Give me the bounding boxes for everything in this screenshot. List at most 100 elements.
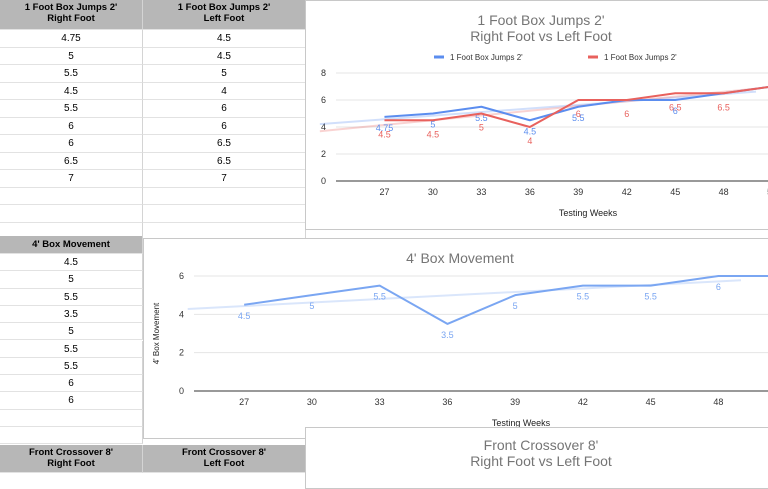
data-label: 4.5: [427, 129, 440, 139]
table-cell[interactable]: 5: [0, 323, 143, 341]
table-cell[interactable]: 6.5: [143, 135, 306, 153]
x-tick-label: 39: [573, 187, 583, 197]
table-cell[interactable]: 5: [143, 65, 306, 83]
x-tick-label: 42: [622, 187, 632, 197]
data-label: 3.5: [441, 330, 454, 340]
data-label: 4.5: [378, 129, 391, 139]
table-cell[interactable]: [0, 409, 143, 427]
chart-box-jumps[interactable]: 1 Foot Box Jumps 2' Right Foot vs Left F…: [305, 0, 768, 230]
y-tick-label: 4: [179, 309, 184, 319]
table-cell[interactable]: 4.75: [0, 30, 143, 48]
header-label: 4' Box Movement: [32, 239, 110, 250]
legend-label: 1 Foot Box Jumps 2': [450, 53, 523, 62]
table-cell[interactable]: 6: [0, 135, 143, 153]
x-tick-label: 30: [428, 187, 438, 197]
trendline: [319, 87, 757, 133]
data-label: 6: [673, 106, 678, 116]
table-cell[interactable]: 5.5: [0, 65, 143, 83]
x-tick-label: 36: [525, 187, 535, 197]
table-cell[interactable]: [143, 187, 306, 205]
table-cell[interactable]: 6: [143, 117, 306, 135]
data-label: 5.5: [572, 113, 585, 123]
table-cell[interactable]: 3.5: [0, 305, 143, 324]
table-cell[interactable]: 4.5: [143, 30, 306, 48]
table-cell[interactable]: 5: [0, 271, 143, 289]
table-cell[interactable]: [0, 187, 143, 205]
table-cell[interactable]: 7: [143, 170, 306, 188]
series-line: [384, 86, 768, 128]
header-line2: Left Foot: [203, 13, 245, 24]
x-tick-label: 36: [442, 397, 452, 407]
chart-subtitle: Right Foot vs Left Foot: [470, 453, 612, 469]
header-left-foot-crossover[interactable]: Front Crossover 8' Left Foot: [143, 445, 306, 473]
data-label: 4.5: [524, 126, 537, 136]
chart-plot: 1 Foot Box Jumps 2' 1 Foot Box Jumps 2' 0 2…: [319, 53, 768, 218]
data-label: 5: [513, 301, 518, 311]
data-label: 5.5: [373, 292, 386, 302]
y-tick-label: 6: [321, 95, 326, 105]
header-right-foot-box-jumps[interactable]: 1 Foot Box Jumps 2' Right Foot: [0, 0, 143, 30]
table-cell[interactable]: 4.5: [143, 47, 306, 65]
table-cell[interactable]: 6.5: [143, 152, 306, 170]
data-label: 6.5: [717, 102, 730, 112]
data-label: 5: [430, 120, 435, 130]
y-tick-label: 8: [321, 68, 326, 78]
x-axis-title: Testing Weeks: [559, 208, 618, 218]
table-cell[interactable]: 6: [0, 392, 143, 410]
chart-title: Front Crossover 8': [483, 437, 599, 453]
legend-label: 1 Foot Box Jumps 2': [604, 53, 677, 62]
data-label: 5.5: [577, 292, 590, 302]
table-cell[interactable]: 5.5: [0, 340, 143, 358]
x-tick-label: 45: [646, 397, 656, 407]
data-label: 6: [716, 282, 721, 292]
header-right-foot-crossover[interactable]: Front Crossover 8' Right Foot: [0, 445, 143, 473]
x-tick-label: 45: [670, 187, 680, 197]
header-box-movement[interactable]: 4' Box Movement: [0, 236, 143, 254]
table-cell[interactable]: 7: [0, 170, 143, 188]
header-line2: Left Foot: [203, 458, 245, 469]
table-cell[interactable]: 6: [143, 100, 306, 118]
x-tick-label: 27: [239, 397, 249, 407]
header-line1: Front Crossover 8': [181, 447, 267, 458]
table-cell[interactable]: 5.5: [0, 100, 143, 118]
table-cell[interactable]: 5.5: [0, 288, 143, 306]
x-tick-label: 33: [375, 397, 385, 407]
table-cell[interactable]: [0, 205, 143, 223]
data-label: 4: [527, 136, 532, 146]
x-tick-label: 39: [510, 397, 520, 407]
table-cell[interactable]: 5: [0, 47, 143, 65]
data-label: 5.5: [475, 113, 488, 123]
table-cell[interactable]: [143, 205, 306, 223]
y-tick-label: 2: [179, 348, 184, 358]
data-label: 6: [576, 109, 581, 119]
table-cell[interactable]: 6: [0, 375, 143, 393]
table-cell[interactable]: 4.5: [0, 82, 143, 100]
x-tick-label: 48: [713, 397, 723, 407]
y-tick-label: 4: [321, 122, 326, 132]
table-cell[interactable]: 6: [0, 117, 143, 135]
table-cell[interactable]: 4.5: [0, 254, 143, 272]
y-tick-label: 2: [321, 149, 326, 159]
header-line1: Front Crossover 8': [28, 447, 114, 458]
header-line2: Right Foot: [47, 458, 95, 469]
data-label: 4.75: [376, 123, 394, 133]
chart-subtitle: Right Foot vs Left Foot: [470, 28, 612, 44]
header-line1: 1 Foot Box Jumps 2': [24, 2, 118, 13]
data-label: 4.5: [238, 311, 251, 321]
table-cell[interactable]: [0, 427, 143, 445]
data-label: 6.5: [669, 102, 682, 112]
table-cell[interactable]: 5.5: [0, 357, 143, 376]
data-label: 5.5: [644, 292, 657, 302]
x-tick-label: 48: [719, 187, 729, 197]
header-left-foot-box-jumps[interactable]: 1 Foot Box Jumps 2' Left Foot: [143, 0, 306, 30]
data-label: 5: [479, 123, 484, 133]
table-cell[interactable]: 6.5: [0, 152, 143, 170]
data-label: 5: [309, 301, 314, 311]
chart-title: 1 Foot Box Jumps 2': [477, 12, 605, 28]
chart-title: 4' Box Movement: [406, 250, 514, 266]
header-line2: Right Foot: [47, 13, 95, 24]
chart-box-movement[interactable]: 4' Box Movement 0246273033363942454851Te…: [143, 238, 768, 439]
chart-front-crossover[interactable]: Front Crossover 8' Right Foot vs Left Fo…: [305, 427, 768, 489]
table-cell[interactable]: 4: [143, 82, 306, 100]
